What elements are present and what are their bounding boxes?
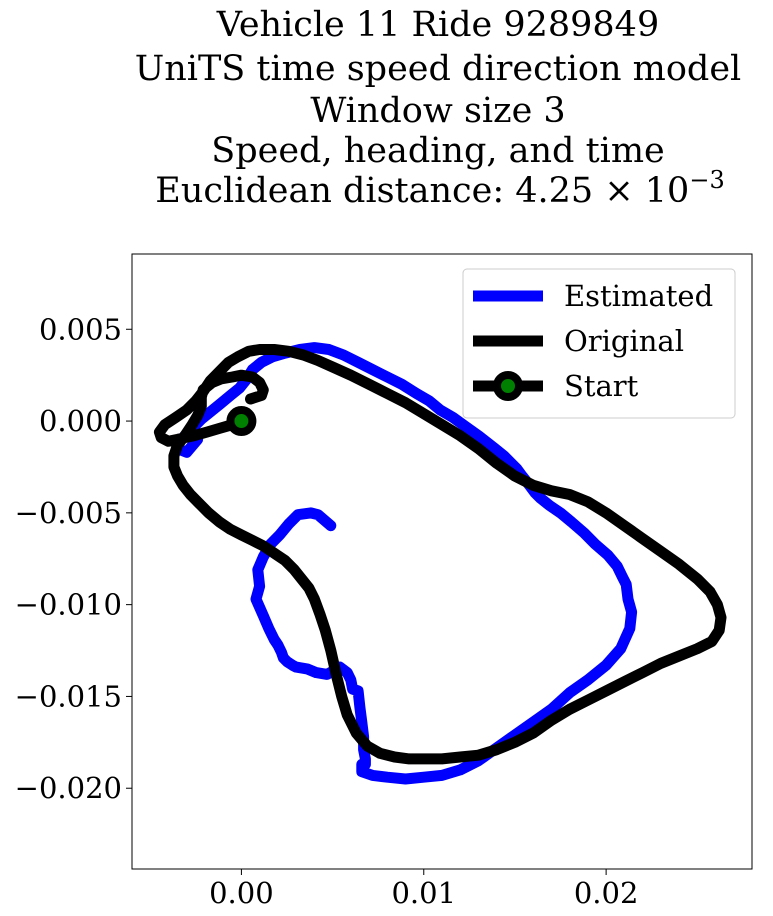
x-tick-label: 0.01 [391,876,456,910]
legend: Estimated Original Start [462,268,736,419]
y-tick-label: −0.015 [15,679,122,713]
title-metric-prefix: Euclidean distance: [155,171,515,211]
title-line-4: Speed, heading, and time [211,131,664,171]
y-tick-label: 0.005 [39,312,122,346]
title-line-5: Euclidean distance: 4.25 × 10−3 [155,166,724,211]
legend-label: Original [564,324,684,358]
legend-item-original: Original [473,324,684,358]
title-metric-exponent: −3 [689,166,724,194]
title-metric-times: × [593,171,645,211]
series-line-original [153,344,727,765]
legend-item-estimated: Estimated [473,279,713,313]
legend-label: Estimated [564,279,713,313]
series-layer [153,342,727,785]
x-tick-label: 0.02 [574,876,639,910]
title-line-1: Vehicle 11 Ride 9289849 [216,5,659,45]
start-marker [226,406,257,437]
title-metric-base: 10 [645,171,690,211]
plot-frame [131,253,753,870]
title-line-3: Window size 3 [310,91,565,131]
legend-start-marker [493,371,523,401]
y-tick-label: −0.020 [15,771,122,805]
y-tick-label: 0.000 [39,404,122,438]
x-tick-label: 0.00 [209,876,274,910]
y-tick-label: −0.005 [15,496,122,530]
y-axis: 0.005 0.000 −0.005 −0.010 −0.015 −0.020 [15,312,132,805]
legend-item-start: Start [473,369,639,403]
legend-label: Start [564,369,639,403]
series-line-estimated [172,342,638,785]
y-tick-label: −0.010 [15,588,122,622]
x-axis: 0.00 0.01 0.02 [209,869,638,910]
title-metric-mantissa: 4.25 [515,171,593,211]
title-line-2: UniTS time speed direction model [135,49,742,89]
